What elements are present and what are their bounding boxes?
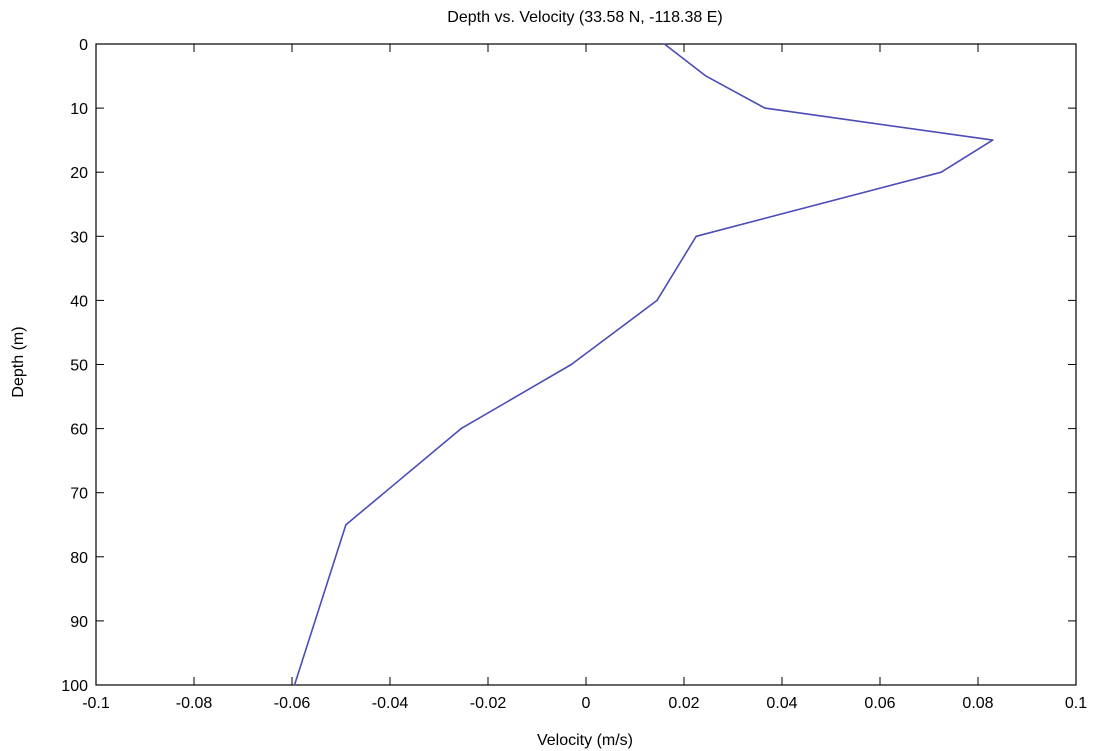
velocity-data-point	[656, 299, 658, 302]
plot-area	[95, 43, 1077, 686]
x-axis-label: Velocity (m/s)	[537, 732, 633, 749]
x-tick-label: -0.08	[176, 695, 213, 712]
chart-title: Depth vs. Velocity (33.58 N, -118.38 E)	[447, 9, 722, 26]
y-tick-label: 10	[70, 101, 88, 118]
velocity-data-point	[705, 75, 707, 77]
x-tick-label: -0.1	[82, 695, 110, 712]
series-layer	[293, 43, 994, 686]
velocity-data-point	[460, 427, 462, 430]
velocity-data-point	[293, 684, 296, 686]
velocity-data-point	[764, 107, 766, 109]
x-tick-label: -0.02	[470, 695, 507, 712]
velocity-data-point	[663, 43, 666, 45]
y-axis: 0 10 20 30 40 50 60 70 80 90 100	[61, 37, 1076, 695]
y-tick-label: 30	[70, 229, 88, 246]
velocity-data-point	[695, 235, 698, 238]
x-tick-label: 0.08	[962, 695, 993, 712]
x-tick-label: 0	[582, 695, 591, 712]
x-tick-label: -0.04	[372, 695, 409, 712]
y-tick-label: 0	[79, 37, 88, 54]
x-tick-label: -0.06	[274, 695, 311, 712]
y-tick-label: 60	[70, 422, 88, 439]
velocity-data-point	[570, 363, 573, 366]
x-tick-label: 0.1	[1065, 695, 1087, 712]
velocity-data-point	[345, 523, 347, 526]
x-axis: -0.1 -0.08 -0.06 -0.04 -0.02 0 0.02 0.04 0.06 0.0…	[82, 44, 1087, 712]
y-tick-label: 100	[61, 678, 88, 695]
x-tick-label: 0.02	[668, 695, 699, 712]
y-tick-label: 70	[70, 486, 88, 503]
y-tick-label: 90	[70, 614, 88, 631]
y-tick-label: 20	[70, 165, 88, 182]
y-tick-label: 50	[70, 358, 88, 375]
x-tick-label: 0.04	[766, 695, 797, 712]
velocity-data-point	[940, 171, 943, 173]
y-tick-label: 40	[70, 293, 88, 310]
velocity-data-point	[991, 139, 994, 141]
y-tick-label: 80	[70, 550, 88, 567]
y-axis-label: Depth (m)	[10, 326, 27, 397]
x-tick-label: 0.06	[864, 695, 895, 712]
